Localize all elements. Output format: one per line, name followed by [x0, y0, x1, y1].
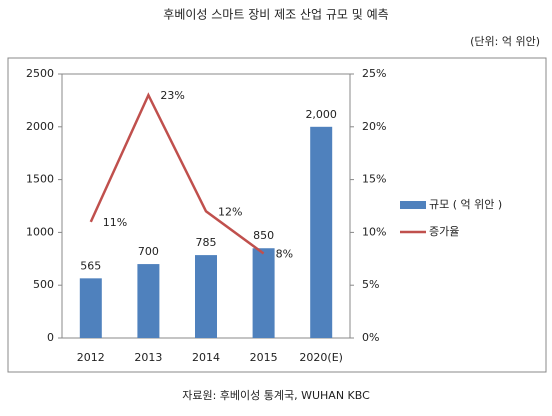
data-label: 12% — [218, 205, 242, 218]
y2-tick-label: 0% — [362, 331, 379, 344]
x-tick-label: 2013 — [134, 351, 162, 364]
legend-label: 증가율 — [429, 225, 459, 238]
y2-tick-label: 15% — [362, 173, 386, 186]
chart-frame — [7, 57, 547, 373]
legend-swatch — [400, 201, 426, 209]
data-label: 23% — [160, 89, 184, 102]
bar — [79, 278, 102, 338]
y-tick-label: 2000 — [26, 120, 54, 133]
x-tick-label: 2014 — [192, 351, 220, 364]
y2-tick-label: 25% — [362, 67, 386, 80]
bar — [195, 255, 217, 338]
source: 자료원: 후베이성 통계국, WUHAN KBC — [182, 389, 370, 402]
y-tick-label: 2500 — [26, 67, 54, 80]
y2-tick-label: 10% — [362, 225, 386, 238]
data-label: 785 — [196, 236, 217, 249]
data-label: 850 — [253, 229, 274, 242]
y-tick-label: 0 — [47, 331, 54, 344]
bar — [310, 126, 333, 338]
data-label: 2,000 — [305, 108, 337, 121]
chart-title: 후베이성 스마트 장비 제조 산업 규모 및 예측 — [163, 8, 388, 22]
line — [89, 92, 265, 255]
y2-tick-label: 20% — [362, 120, 386, 133]
data-label: 565 — [80, 259, 101, 272]
x-tick-label: 2012 — [77, 351, 105, 364]
x-tick-label: 2015 — [250, 351, 278, 364]
y2-tick-label: 5% — [362, 278, 379, 291]
bar — [137, 264, 160, 338]
bar — [252, 248, 275, 338]
unit-label: (단위: 억 위안) — [470, 35, 540, 48]
legend-label: 규모 ( 억 위안 ) — [429, 198, 502, 211]
y-tick-label: 500 — [33, 278, 54, 291]
x-tick-label: 2020(E) — [299, 351, 343, 364]
y-tick-label: 1500 — [26, 173, 54, 186]
data-label: 8% — [276, 248, 293, 261]
y-tick-label: 1000 — [26, 225, 54, 238]
data-label: 11% — [103, 216, 127, 229]
data-label: 700 — [138, 245, 159, 258]
